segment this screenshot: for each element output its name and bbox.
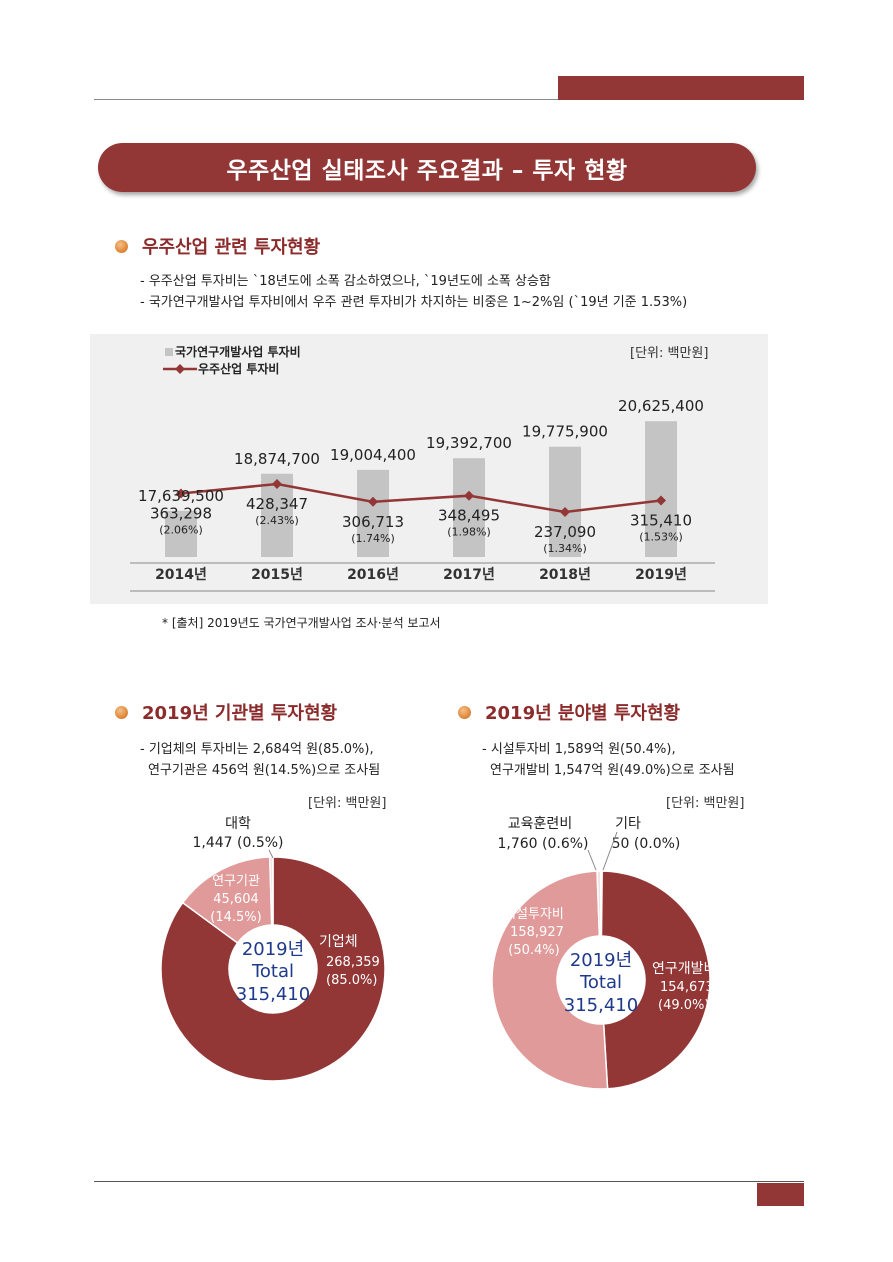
center-label: 2019년 bbox=[570, 950, 632, 971]
leader-line bbox=[602, 831, 618, 871]
unit-label: [단위: 백만원] bbox=[308, 796, 387, 811]
slice-label: 시설투자비 bbox=[504, 907, 564, 922]
bar-rect bbox=[645, 421, 677, 557]
bar-value-label: 19,775,900 bbox=[522, 423, 608, 441]
slice-value: 50 (0.0%) bbox=[612, 836, 681, 852]
share-label: (1.53%) bbox=[639, 531, 683, 544]
bullet-dot-icon bbox=[458, 706, 471, 719]
slice-label: 대학 bbox=[225, 816, 251, 832]
slice-label: 연구기관 bbox=[212, 874, 260, 889]
bar-rect bbox=[357, 469, 389, 557]
center-label: 315,410 bbox=[236, 984, 310, 1005]
note-line: - 기업체의 투자비는 2,684억 원(85.0%), bbox=[140, 742, 374, 757]
legend-label-line: 우주산업 투자비 bbox=[198, 361, 279, 376]
bar-value-label: 19,392,700 bbox=[426, 434, 512, 452]
slice-pct: (14.5%) bbox=[210, 910, 261, 925]
x-tick-label: 2018년 bbox=[539, 567, 591, 583]
legend-marker bbox=[175, 364, 185, 374]
center-label: 315,410 bbox=[564, 995, 638, 1016]
line-value-label: 306,713 bbox=[342, 513, 404, 531]
line-value-label: 428,347 bbox=[246, 495, 308, 513]
slice-value: 158,927 bbox=[510, 925, 564, 940]
pie-slice bbox=[160, 856, 386, 1082]
unit-label: [단위: 백만원] bbox=[666, 796, 745, 811]
center-label: Total bbox=[579, 972, 622, 993]
line-point bbox=[176, 488, 186, 499]
line-point bbox=[656, 495, 666, 506]
bottom-rule bbox=[94, 1181, 804, 1182]
slice-pct: (50.4%) bbox=[508, 943, 559, 958]
bar-value-label: 17,639,500 bbox=[138, 487, 224, 505]
section-heading-by-institution: 2019년 기관별 투자현황 bbox=[142, 703, 338, 724]
slice-value: 268,359 bbox=[326, 955, 380, 970]
slice-value: 45,604 bbox=[213, 892, 259, 907]
section-heading-by-field: 2019년 분야별 투자현황 bbox=[485, 703, 681, 724]
bar-value-label: 19,004,400 bbox=[330, 446, 416, 464]
bar-rect bbox=[549, 446, 581, 557]
pie-slice bbox=[269, 856, 274, 926]
line-value-label: 348,495 bbox=[438, 507, 500, 525]
bar-value-label: 18,874,700 bbox=[234, 450, 320, 468]
legend-label-bar: 국가연구개발사업 투자비 bbox=[175, 344, 301, 359]
note-line: 연구개발비 1,547억 원(49.0%)으로 조사됨 bbox=[490, 763, 735, 778]
share-label: (1.74%) bbox=[351, 532, 395, 545]
slice-label: 기타 bbox=[615, 816, 641, 832]
bar-rect bbox=[165, 510, 197, 557]
line-value-label: 363,298 bbox=[150, 505, 212, 523]
leader-line bbox=[587, 849, 597, 871]
source-note: * [출처] 2019년도 국가연구개발사업 조사·분석 보고서 bbox=[162, 616, 441, 630]
bar-value-label: 20,625,400 bbox=[618, 397, 704, 415]
x-tick-label: 2014년 bbox=[155, 567, 207, 583]
page-title: 우주산업 실태조사 주요결과 – 투자 현황 bbox=[98, 143, 756, 192]
line-value-label: 315,410 bbox=[630, 512, 692, 530]
slice-label: 기업체 bbox=[319, 934, 358, 950]
bullet-dot-icon bbox=[115, 706, 128, 719]
pie-slice bbox=[491, 870, 609, 1090]
top-accent-tab bbox=[558, 76, 804, 100]
note-line: 연구기관은 456억 원(14.5%)으로 조사됨 bbox=[148, 763, 381, 778]
bottom-accent-tab bbox=[757, 1183, 804, 1206]
slice-pct: (85.0%) bbox=[326, 973, 377, 988]
slice-pct: (49.0%) bbox=[658, 998, 709, 1013]
leader-line bbox=[268, 849, 274, 859]
slice-label: 교육훈련비 bbox=[508, 816, 572, 832]
slice-value: 1,447 (0.5%) bbox=[192, 835, 283, 851]
line-series bbox=[180, 482, 662, 514]
note-line: - 시설투자비 1,589억 원(50.4%), bbox=[482, 742, 676, 757]
line-point bbox=[368, 496, 378, 507]
note-line: - 국가연구개발사업 투자비에서 우주 관련 투자비가 차지하는 비중은 1~2… bbox=[140, 295, 688, 310]
line-point bbox=[464, 490, 474, 501]
bar-line-chart: 17,639,500 363,298 (2.06%) 18,874,700 428,34… bbox=[90, 334, 768, 604]
note-line: - 우주산업 투자비는 `18년도에 소폭 감소하였으나, `19년도에 소폭 … bbox=[140, 274, 551, 289]
pie-slice bbox=[600, 870, 711, 1090]
x-tick-label: 2015년 bbox=[251, 567, 303, 583]
slice-label: 연구개발비 bbox=[652, 961, 716, 977]
bullet-dot-icon bbox=[115, 240, 128, 253]
line-value-label: 237,090 bbox=[534, 523, 596, 541]
legend-swatch-bar bbox=[165, 348, 173, 356]
bar-rect bbox=[453, 458, 485, 557]
slice-value: 1,760 (0.6%) bbox=[497, 836, 588, 852]
share-label: (1.34%) bbox=[543, 542, 587, 555]
x-tick-label: 2016년 bbox=[347, 567, 399, 583]
line-point bbox=[272, 479, 282, 489]
share-label: (2.43%) bbox=[255, 514, 299, 527]
top-rule bbox=[94, 99, 804, 100]
x-tick-label: 2017년 bbox=[443, 567, 495, 583]
share-label: (1.98%) bbox=[447, 526, 491, 539]
center-label: Total bbox=[251, 961, 294, 982]
slice-value: 154,673 bbox=[660, 980, 714, 995]
line-point bbox=[560, 507, 570, 517]
x-tick-label: 2019년 bbox=[635, 567, 687, 583]
share-label: (2.06%) bbox=[159, 524, 203, 537]
pie-slice bbox=[600, 870, 603, 937]
section-heading-investment: 우주산업 관련 투자현황 bbox=[142, 237, 321, 258]
center-label: 2019년 bbox=[242, 939, 304, 960]
unit-label: [단위: 백만원] bbox=[630, 346, 709, 361]
